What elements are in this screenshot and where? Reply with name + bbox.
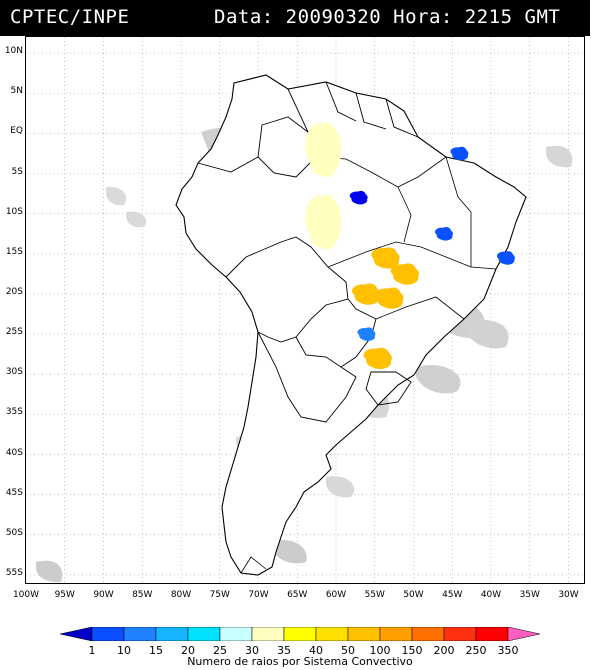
legend-swatch <box>315 627 349 641</box>
convective-system-blob <box>357 327 376 341</box>
lon-tick-label: 90W <box>93 590 114 600</box>
map-panel <box>25 36 585 584</box>
legend-swatch <box>187 627 221 641</box>
date-value: 20090320 <box>285 6 382 28</box>
legend-swatch <box>443 627 477 641</box>
lon-tick-label: 80W <box>170 590 192 600</box>
legend-tick-label: 20 <box>181 644 195 657</box>
legend-tick-label: 40 <box>309 644 323 657</box>
convective-system-blob <box>390 263 419 285</box>
legend-tick-label: 10 <box>117 644 131 657</box>
convective-system-blob <box>375 287 404 309</box>
lon-tick-label: 60W <box>325 590 347 600</box>
convective-system-blob <box>434 227 453 241</box>
legend-swatch <box>475 627 509 641</box>
lon-tick-label: 50W <box>403 590 424 600</box>
lon-tick-label: 70W <box>248 590 269 600</box>
country-borders <box>175 74 527 576</box>
lon-tick-label: 100W <box>12 590 40 600</box>
convective-system-blob <box>363 347 392 370</box>
legend-swatch <box>123 627 157 641</box>
source-label: CPTEC/INPE <box>10 6 130 28</box>
lat-tick-label: 45S <box>5 487 23 498</box>
legend-tick-label: 50 <box>341 644 355 657</box>
legend-tick-label: 25 <box>213 644 227 657</box>
legend-swatch <box>219 627 253 641</box>
legend-tick-label: 15 <box>149 644 163 657</box>
convective-system-blob <box>450 146 469 161</box>
legend-tick-label: 30 <box>245 644 259 657</box>
convective-system-blob <box>305 194 342 250</box>
legend-swatch <box>155 627 189 641</box>
south-america-map <box>26 37 584 583</box>
convective-system-blob <box>496 251 515 265</box>
legend-tick-label: 100 <box>369 644 391 657</box>
lon-tick-label: 40W <box>480 590 502 600</box>
lon-tick-label: 85W <box>132 590 153 600</box>
lat-tick-label: 15S <box>5 246 23 257</box>
convective-systems <box>305 122 515 370</box>
lon-tick-label: 95W <box>54 590 75 600</box>
legend-swatch <box>251 627 285 641</box>
convective-system-blob <box>371 247 400 269</box>
convective-system-blob <box>349 190 368 205</box>
lon-tick-label: 45W <box>442 590 463 600</box>
lat-tick-label: 50S <box>5 527 23 538</box>
color-scale-bar <box>60 627 540 641</box>
lat-tick-label: 5S <box>11 166 23 177</box>
lat-tick-label: 10N <box>4 46 23 57</box>
legend-swatch <box>283 627 317 641</box>
legend-tick-label: 150 <box>401 644 423 657</box>
hour-value: 2215 <box>464 6 513 28</box>
legend-tick-label: 1 <box>88 644 96 657</box>
legend-tick-label: 200 <box>433 644 455 657</box>
legend-tick-label: 35 <box>277 644 291 657</box>
lat-tick-label: 10S <box>5 206 23 217</box>
date-label: Data: <box>214 6 274 28</box>
lon-tick-label: 55W <box>364 590 385 600</box>
lon-tick-label: 75W <box>209 590 230 600</box>
legend-swatch <box>379 627 413 641</box>
lat-tick-label: 35S <box>5 407 23 418</box>
legend-tick-label: 350 <box>497 644 519 657</box>
lon-tick-label: 65W <box>287 590 308 600</box>
lat-tick-label: EQ <box>10 126 23 137</box>
lat-tick-label: 55S <box>5 567 23 578</box>
lat-tick-label: 5N <box>10 86 23 97</box>
lon-tick-label: 35W <box>519 590 540 600</box>
lat-tick-label: 40S <box>5 447 23 458</box>
lat-tick-label: 30S <box>5 367 23 378</box>
legend-swatch <box>60 627 93 641</box>
title-bar: CPTEC/INPE Data: 20090320 Hora: 2215 GMT <box>0 0 590 36</box>
legend-swatch <box>411 627 445 641</box>
hour-label: Hora: <box>393 6 453 28</box>
timezone-label: GMT <box>524 6 561 28</box>
lon-tick-label: 30W <box>558 590 579 600</box>
datetime-label: Data: 20090320 Hora: 2215 GMT <box>214 6 560 28</box>
lat-tick-label: 25S <box>5 327 23 338</box>
legend-title: Numero de raios por Sistema Convectivo <box>187 655 413 668</box>
legend-swatch <box>507 627 540 641</box>
legend-swatch <box>91 627 125 641</box>
legend-swatch <box>347 627 381 641</box>
lat-tick-label: 20S <box>5 286 23 297</box>
legend-tick-label: 250 <box>465 644 487 657</box>
convective-system-blob <box>305 122 342 178</box>
